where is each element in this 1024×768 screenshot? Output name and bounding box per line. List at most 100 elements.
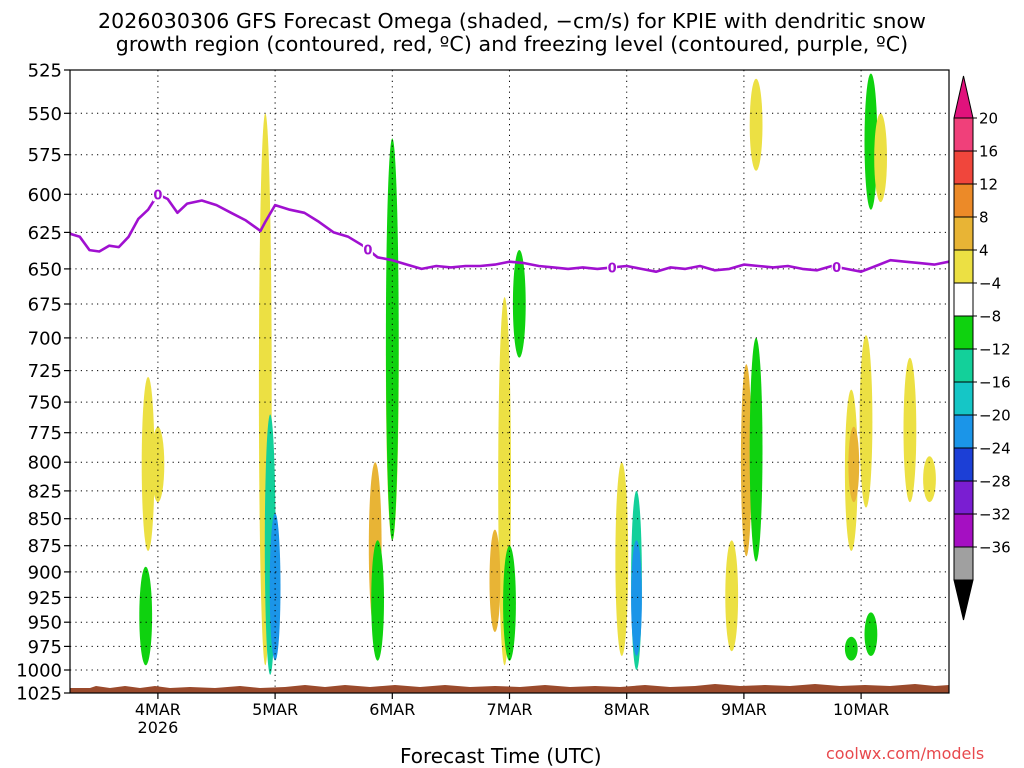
colorbar-label: 12	[979, 176, 998, 194]
gridlines	[70, 70, 949, 693]
y-tick-label: 825	[28, 481, 62, 502]
x-tick-label: 10MAR	[833, 700, 889, 719]
y-tick-label: 525	[28, 61, 62, 82]
freezing-label-bg-1	[362, 242, 373, 257]
freezing-level-label: 0	[608, 261, 617, 276]
colorbar-label: −28	[979, 473, 1011, 491]
colorbar-bottom-arrow	[953, 579, 974, 621]
y-axis: 525 550 575 600 625 650 675 700 725 750 775 800 825 8…	[16, 61, 70, 705]
x-tick-label: 7MAR	[486, 700, 532, 719]
y-tick-label: 850	[28, 509, 62, 530]
omega-region-17	[725, 540, 739, 652]
freezing-level-contour: 0 0 0 0	[70, 187, 949, 276]
colorbar-segment-11	[953, 480, 974, 515]
freezing-label-bg-0	[152, 187, 163, 202]
x-tick-label: 8MAR	[604, 700, 650, 719]
chart-title-line-2: growth region (contoured, red, ºC) and f…	[115, 32, 909, 56]
colorbar-segment-10	[953, 447, 974, 482]
omega-region-22	[848, 426, 860, 503]
y-tick-label: 900	[28, 562, 62, 583]
y-tick-label: 1025	[16, 684, 62, 705]
y-tick-label: 700	[28, 328, 62, 349]
colorbar-label: −36	[979, 539, 1011, 557]
y-tick-label: 600	[28, 185, 62, 206]
freezing-level-label: 0	[363, 244, 372, 259]
colorbar-segment-8	[953, 381, 974, 416]
colorbar-segment-2	[953, 183, 974, 218]
y-tick-label: 800	[28, 453, 62, 474]
omega-region-12	[503, 545, 516, 661]
colorbar: 20 16 12 8 4 −4 −8 −12 −16 −20 −24 −28 −32 −36	[953, 75, 1011, 621]
omega-region-9	[385, 138, 399, 541]
freezing-level-label: 0	[153, 188, 162, 203]
x-tick-label: 9MAR	[721, 700, 767, 719]
colorbar-label: −20	[979, 407, 1011, 425]
colorbar-label: −32	[979, 506, 1011, 524]
omega-region-11	[489, 529, 501, 632]
omega-region-27	[864, 612, 878, 656]
omega-region-26	[874, 113, 887, 203]
x-tick-label: 6MAR	[369, 700, 415, 719]
y-tick-label: 1000	[16, 661, 62, 682]
colorbar-segment-0	[953, 117, 974, 152]
omega-region-14	[615, 462, 629, 656]
omega-region-0	[141, 377, 155, 551]
y-tick-label: 950	[28, 613, 62, 634]
colorbar-label: 16	[979, 143, 998, 161]
y-tick-label: 925	[28, 588, 62, 609]
freezing-label-bg-3	[831, 260, 842, 274]
colorbar-label: −8	[979, 308, 1001, 326]
colorbar-label: 4	[979, 242, 989, 260]
omega-region-5	[269, 513, 281, 661]
omega-region-28	[903, 357, 917, 503]
y-tick-label: 625	[28, 223, 62, 244]
y-tick-label: 725	[28, 361, 62, 382]
colorbar-label: −16	[979, 374, 1011, 392]
colorbar-top-arrow	[953, 75, 974, 119]
colorbar-label: −4	[979, 275, 1001, 293]
x-tick-label: 4MAR	[135, 700, 181, 719]
x-tick-sublabel: 2026	[138, 718, 179, 737]
y-tick-label: 575	[28, 145, 62, 166]
colorbar-segment-12	[953, 513, 974, 548]
omega-region-29	[923, 456, 936, 503]
colorbar-segment-5	[953, 282, 974, 317]
colorbar-label: 8	[979, 209, 989, 227]
colorbar-segment-1	[953, 150, 974, 185]
colorbar-label: −12	[979, 341, 1011, 359]
omega-region-23	[844, 636, 858, 661]
y-tick-label: 750	[28, 393, 62, 414]
freezing-level-line	[70, 193, 949, 273]
omega-region-2	[139, 566, 153, 666]
omega-shading	[139, 73, 936, 675]
x-axis-label: Forecast Time (UTC)	[400, 744, 602, 768]
x-tick-label: 5MAR	[252, 700, 298, 719]
colorbar-label: −24	[979, 440, 1011, 458]
y-tick-label: 550	[28, 104, 62, 125]
y-tick-label: 675	[28, 295, 62, 316]
colorbar-segment-6	[953, 315, 974, 350]
colorbar-label: 20	[979, 110, 998, 128]
omega-region-24	[859, 335, 873, 508]
freezing-label-bg-2	[607, 260, 618, 275]
freezing-level-label: 0	[832, 261, 841, 276]
colorbar-segment-4	[953, 249, 974, 284]
y-tick-label: 875	[28, 536, 62, 557]
y-tick-label: 775	[28, 423, 62, 444]
omega-region-25	[864, 73, 878, 210]
colorbar-segment-13	[953, 546, 974, 581]
surface-terrain	[70, 684, 949, 693]
omega-region-20	[749, 78, 763, 171]
colorbar-segment-3	[953, 216, 974, 251]
omega-region-16	[631, 540, 642, 656]
credit-link[interactable]: coolwx.com/models	[826, 744, 985, 763]
colorbar-segment-9	[953, 414, 974, 449]
omega-region-19	[749, 337, 763, 562]
omega-region-8	[371, 540, 384, 661]
y-tick-label: 975	[28, 637, 62, 658]
colorbar-segment-7	[953, 348, 974, 383]
chart-title-line-1: 2026030306 GFS Forecast Omega (shaded, −…	[98, 9, 926, 33]
y-tick-label: 650	[28, 259, 62, 280]
